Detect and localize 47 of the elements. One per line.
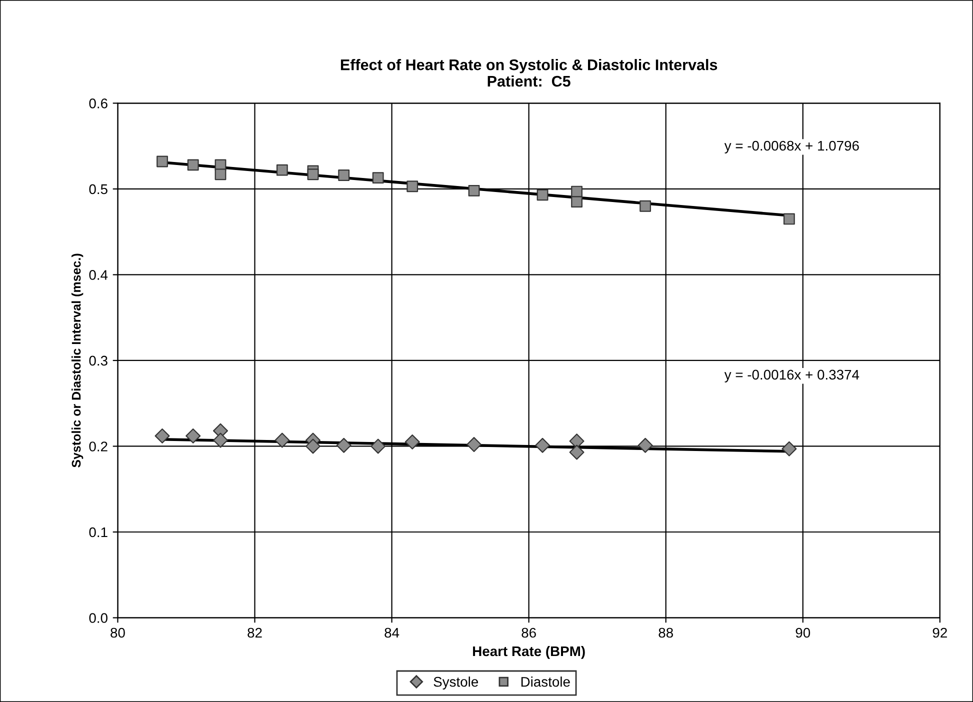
point xyxy=(372,172,384,184)
point xyxy=(536,189,548,201)
point xyxy=(154,428,170,444)
y-tick-label: 0.6 xyxy=(89,98,108,108)
point xyxy=(404,434,420,450)
x-tick-label: 88 xyxy=(658,628,673,638)
point xyxy=(783,213,795,225)
annotation: y = -0.0068x + 1.0796 xyxy=(724,140,859,154)
x-axis-title: Heart Rate (BPM) xyxy=(473,646,585,659)
point xyxy=(274,432,290,448)
point xyxy=(406,180,418,192)
x-tick-label: 92 xyxy=(932,628,947,638)
annotation: y = -0.0016x + 0.3374 xyxy=(724,370,860,382)
point xyxy=(569,444,584,460)
point xyxy=(468,184,480,196)
point xyxy=(336,438,352,453)
y-tick-label: 0.0 xyxy=(89,613,108,623)
point xyxy=(276,164,288,176)
y-axis-title: Systolic or Diastolic Interval (msec.) xyxy=(71,254,84,468)
point xyxy=(156,156,168,168)
x-tick-label: 90 xyxy=(796,628,810,638)
y-tick-label: 0.4 xyxy=(89,270,108,280)
point xyxy=(214,168,226,180)
point xyxy=(307,168,319,180)
y-tick-label: 0.2 xyxy=(89,442,108,452)
x-tick-label: 80 xyxy=(110,628,125,638)
point xyxy=(306,438,320,454)
legend-label: Systole xyxy=(434,676,478,690)
point xyxy=(466,437,482,452)
chart-title: Effect of Heart Rate on Systolic & Diastolic Intervals Patient: C5 xyxy=(340,59,718,87)
point xyxy=(370,438,386,454)
point xyxy=(213,432,228,448)
x-tick-label: 82 xyxy=(248,628,262,638)
x-tick-label: 86 xyxy=(522,628,536,638)
point xyxy=(535,438,550,453)
point xyxy=(187,159,199,171)
point xyxy=(640,200,652,212)
point xyxy=(571,196,582,208)
y-tick-label: 0.5 xyxy=(89,184,108,194)
point xyxy=(638,438,653,453)
y-tick-label: 0.1 xyxy=(89,527,108,538)
x-tick-label: 84 xyxy=(384,628,400,638)
legend-label: Diastole xyxy=(521,676,570,687)
point xyxy=(186,428,201,444)
y-tick-label: 0.3 xyxy=(89,356,108,366)
point xyxy=(782,441,797,456)
point xyxy=(338,170,350,181)
